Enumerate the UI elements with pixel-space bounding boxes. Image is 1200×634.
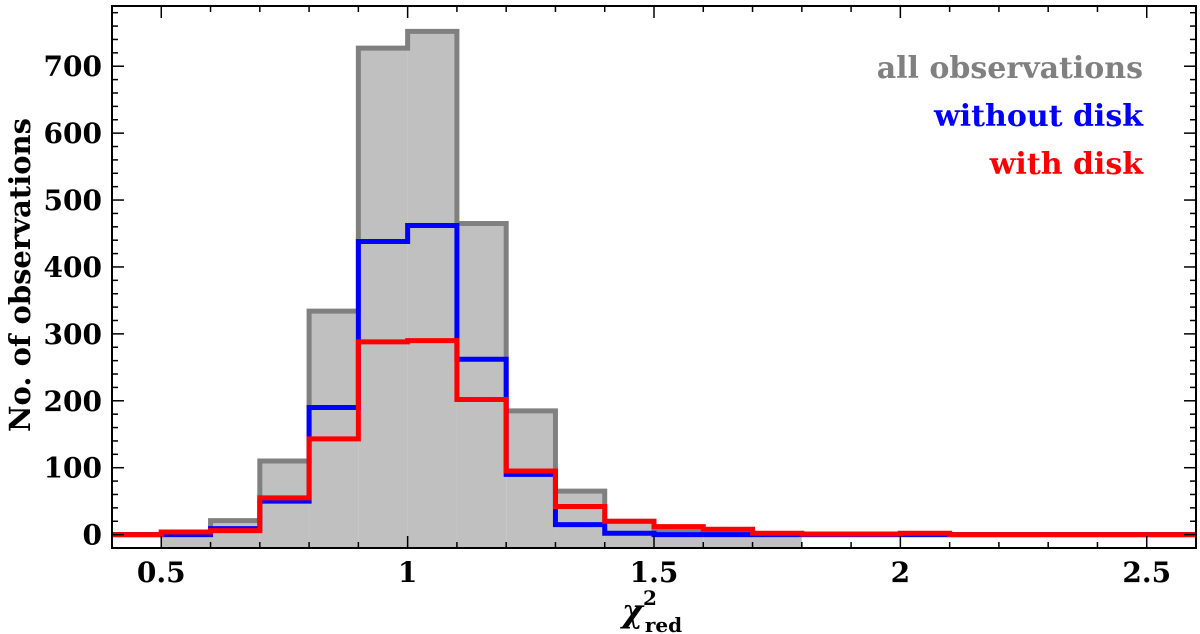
y-tick-label: 100 [44, 452, 102, 485]
y-tick-label: 300 [44, 318, 102, 351]
y-tick-label: 500 [44, 184, 102, 217]
y-tick-label: 700 [44, 50, 102, 83]
all-observations-bar [555, 491, 605, 548]
x-tick-label: 0.5 [137, 556, 186, 589]
x-tick-label: 1 [398, 556, 417, 589]
y-tick-label: 400 [44, 251, 102, 284]
all-observations-bar [407, 31, 457, 548]
y-tick-label: 200 [44, 385, 102, 418]
y-tick-label: 0 [83, 519, 102, 552]
all-observations-bar [358, 48, 408, 549]
all-observations-bar [210, 520, 260, 548]
with-disk-step-line [112, 338, 1196, 538]
x-axis-label-superscript: 2 [643, 586, 657, 610]
x-tick-label: 2 [891, 556, 910, 589]
x-axis-label: χ2 red [620, 586, 682, 634]
y-axis-label: No. of observations [3, 118, 37, 432]
legend: all observations without disk with disk [877, 51, 1144, 182]
x-axis-label-subscript: red [645, 613, 682, 634]
all-observations-bar [309, 311, 359, 548]
all-observations-bar [506, 410, 556, 548]
all-observations-bar [752, 533, 802, 548]
all-observations-bar [259, 461, 310, 548]
all-observations-bar [456, 223, 507, 549]
legend-with-disk: with disk [989, 147, 1145, 182]
x-axis-label-symbol: χ [620, 592, 645, 630]
legend-without-disk: without disk [933, 99, 1144, 134]
x-tick-label: 1.5 [630, 556, 679, 589]
y-tick-label: 600 [44, 117, 102, 150]
legend-all-observations: all observations [877, 51, 1143, 86]
x-tick-label: 2.5 [1122, 556, 1171, 589]
